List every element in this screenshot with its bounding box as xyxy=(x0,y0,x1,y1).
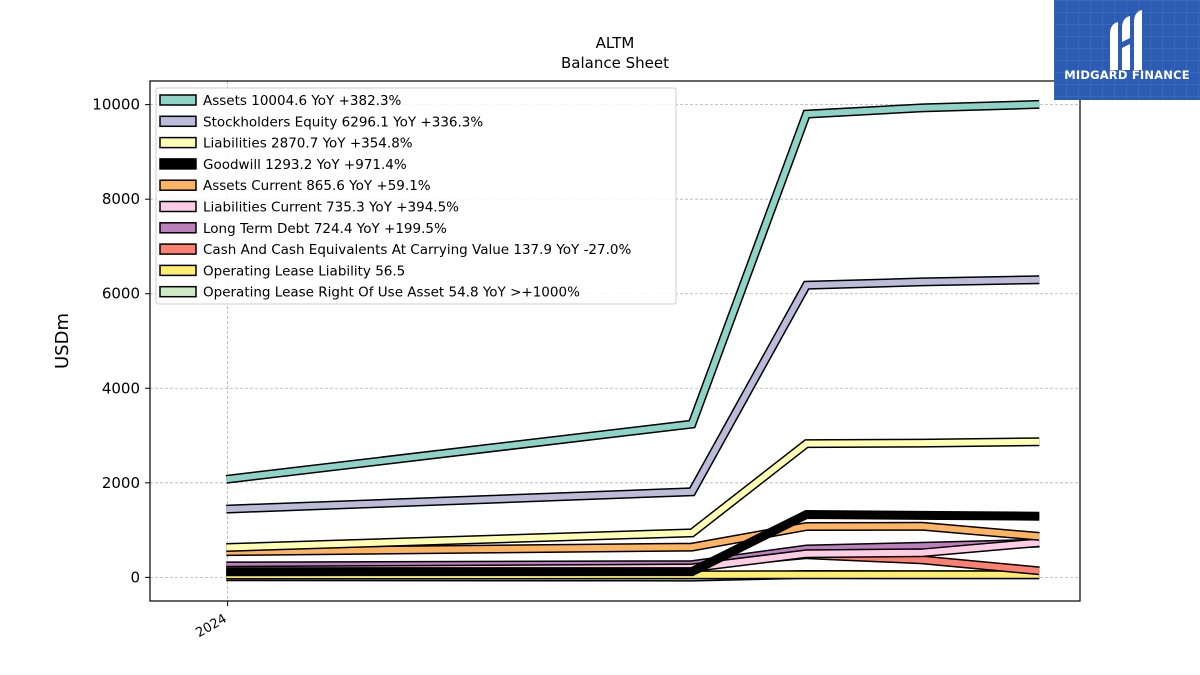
x-tick-label: 2024 xyxy=(193,611,229,641)
series-line xyxy=(226,523,1040,555)
legend-entry: Long Term Debt 724.4 YoY +199.5% xyxy=(203,221,447,237)
y-tick-label: 6000 xyxy=(102,285,140,303)
legend-entry: Liabilities 2870.7 YoY +354.8% xyxy=(203,136,413,152)
plot-frame xyxy=(149,80,1081,602)
brand-name: MIDGARD FINANCE xyxy=(1064,68,1190,82)
legend-entry: Goodwill 1293.2 YoY +971.4% xyxy=(203,157,407,173)
series-line xyxy=(226,511,1040,575)
legend-entry: Stockholders Equity 6296.1 YoY +336.3% xyxy=(203,114,483,130)
legend-swatch xyxy=(159,136,197,149)
midgard-logo-icon xyxy=(1110,10,1142,70)
y-tick-label: 0 xyxy=(130,568,140,586)
y-tick-label: 2000 xyxy=(102,474,140,492)
chart-title: ALTM xyxy=(596,34,635,52)
legend-swatch xyxy=(159,243,197,255)
legend-entry: Liabilities Current 735.3 YoY +394.5% xyxy=(203,200,459,216)
legend-swatch xyxy=(159,285,197,298)
legend-swatch xyxy=(159,264,197,277)
y-tick-label: 10000 xyxy=(92,96,140,114)
series-line xyxy=(226,438,1040,551)
y-axis-label: USDm xyxy=(52,313,73,369)
series-line xyxy=(225,101,1040,483)
brand-logo: MIDGARD FINANCE xyxy=(1054,0,1200,100)
series-line-outline xyxy=(226,275,1040,514)
series-lines xyxy=(225,99,1040,582)
legend-entry: Operating Lease Right Of Use Asset 54.8 … xyxy=(203,285,580,301)
series-line xyxy=(226,276,1040,513)
y-tick-label: 8000 xyxy=(102,190,140,208)
legend-swatch xyxy=(159,179,197,191)
y-tick-label: 4000 xyxy=(102,379,140,397)
legend: Assets 10004.6 YoY +382.3% Stockholders E… xyxy=(155,87,677,305)
legend-swatch xyxy=(159,222,197,234)
legend-box xyxy=(155,87,677,305)
legend-swatch xyxy=(159,200,197,213)
legend-entry: Assets Current 865.6 YoY +59.1% xyxy=(203,178,431,194)
legend-entry: Cash And Cash Equivalents At Carrying Va… xyxy=(203,242,631,258)
chart-subtitle: Balance Sheet xyxy=(561,54,669,72)
legend-entry: Operating Lease Liability 56.5 xyxy=(203,263,405,279)
legend-swatch xyxy=(159,115,197,128)
legend-swatch xyxy=(159,158,197,170)
legend-swatch xyxy=(159,94,197,106)
legend-entry: Assets 10004.6 YoY +382.3% xyxy=(203,93,402,109)
